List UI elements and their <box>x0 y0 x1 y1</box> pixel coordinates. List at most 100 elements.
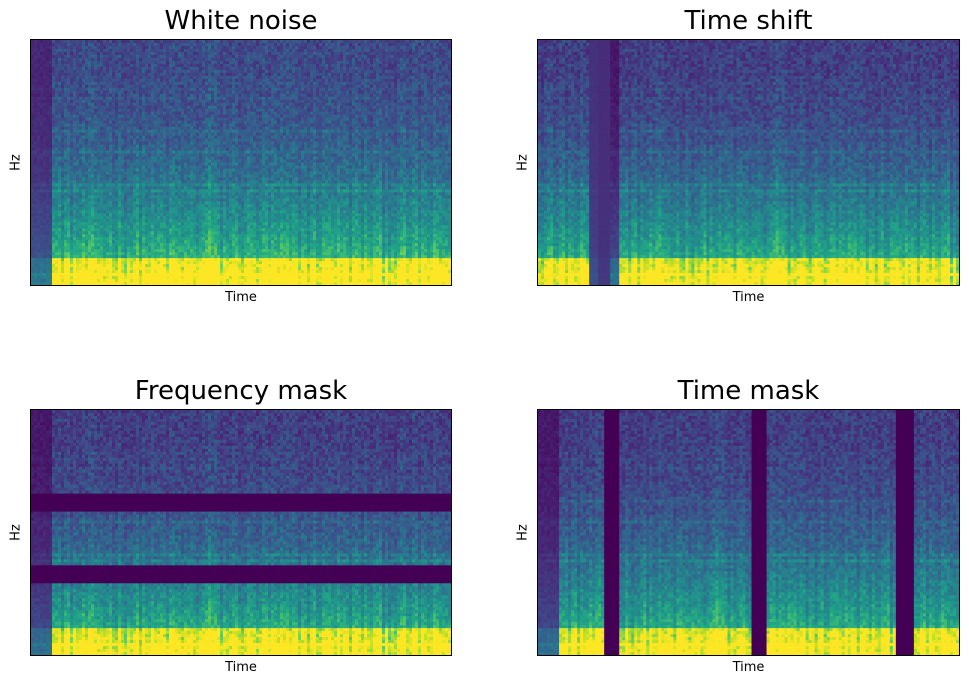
spectrogram-cell <box>289 132 293 137</box>
spectrogram-cell <box>289 141 293 146</box>
spectrogram-cell <box>322 138 326 143</box>
spectrogram-cell <box>243 141 248 146</box>
spectrogram-cell <box>448 75 451 80</box>
spectrogram-cell <box>234 48 239 53</box>
spectrogram-cell <box>87 99 92 104</box>
spectrogram-cell <box>417 90 422 95</box>
spectrogram-cell <box>295 84 299 89</box>
spectrogram-cell <box>100 117 104 122</box>
spectrogram-cell <box>402 72 407 77</box>
spectrogram-cell <box>75 48 80 53</box>
spectrogram-cell <box>205 123 209 128</box>
spectrogram-cell <box>241 63 245 68</box>
spectrogram-cell <box>150 63 155 68</box>
spectrogram-cell <box>304 96 308 101</box>
spectrogram-cell <box>144 90 149 95</box>
spectrogram-cell <box>117 96 122 101</box>
spectrogram-cell <box>180 99 185 104</box>
spectrogram-cell <box>396 51 401 56</box>
spectrogram-cell <box>100 72 104 77</box>
spectrogram-cell <box>312 117 317 122</box>
spectrogram-cell <box>270 102 275 107</box>
spectrogram-cell <box>232 90 236 95</box>
spectrogram-cell <box>381 111 386 116</box>
spectrogram-cell <box>100 90 104 95</box>
spectrogram-cell <box>346 69 350 74</box>
spectrogram-cell <box>163 48 167 53</box>
spectrogram-cell <box>442 129 446 134</box>
spectrogram-cell <box>39 99 44 104</box>
spectrogram-cell <box>154 90 158 95</box>
spectrogram-cell <box>270 123 275 128</box>
spectrogram-cell <box>211 120 215 125</box>
spectrogram-cell <box>196 129 200 134</box>
spectrogram-cell <box>66 81 71 86</box>
spectrogram-cell <box>234 120 239 125</box>
spectrogram-cell <box>310 78 314 83</box>
spectrogram-cell <box>304 114 308 119</box>
spectrogram-cell <box>369 117 374 122</box>
spectrogram-cell <box>148 81 152 86</box>
spectrogram-cell <box>268 132 272 137</box>
spectrogram-cell <box>117 81 122 86</box>
spectrogram-cell <box>112 144 116 149</box>
spectrogram-cell <box>436 66 440 71</box>
spectrogram-cell <box>192 72 197 77</box>
spectrogram-cell <box>163 60 167 65</box>
spectrogram-cell <box>348 93 353 98</box>
spectrogram-cell <box>354 126 359 131</box>
spectrogram-cell <box>100 114 104 119</box>
spectrogram-cell <box>339 66 344 71</box>
spectrogram-cell <box>417 102 422 107</box>
spectrogram-cell <box>249 105 254 110</box>
spectrogram-cell <box>312 93 317 98</box>
spectrogram-cell <box>406 48 410 53</box>
spectrogram-cell <box>205 108 209 113</box>
spectrogram-cell <box>201 42 206 47</box>
spectrogram-cell <box>79 111 83 116</box>
spectrogram-cell <box>316 111 320 116</box>
spectrogram-cell <box>60 63 65 68</box>
spectrogram-cell <box>415 117 419 122</box>
spectrogram-cell <box>220 90 224 95</box>
spectrogram-cell <box>444 69 449 74</box>
spectrogram-cell <box>417 99 422 104</box>
spectrogram-cell <box>121 75 125 80</box>
spectrogram-cell <box>400 102 404 107</box>
spectrogram-cell <box>304 42 308 47</box>
spectrogram-cell <box>220 138 224 143</box>
spectrogram-cell <box>154 42 158 47</box>
spectrogram-cell <box>415 42 419 47</box>
spectrogram-cell <box>438 90 443 95</box>
spectrogram-cell <box>295 117 299 122</box>
spectrogram-cell <box>304 126 308 131</box>
spectrogram-cell <box>45 57 50 62</box>
spectrogram-cell <box>154 84 158 89</box>
spectrogram-cell <box>138 102 143 107</box>
spectrogram-cell <box>238 54 242 59</box>
spectrogram-cell <box>184 51 188 56</box>
spectrogram-cell <box>123 66 128 71</box>
spectrogram-cell <box>427 57 431 62</box>
spectrogram-cell <box>91 135 95 140</box>
spectrogram-cell <box>201 135 206 140</box>
spectrogram-cell <box>409 63 413 68</box>
spectrogram-cell <box>402 54 407 59</box>
spectrogram-cell <box>268 117 272 122</box>
spectrogram-cell <box>381 45 386 50</box>
spectrogram-cell <box>247 120 251 125</box>
spectrogram-cell <box>432 45 437 50</box>
spectrogram-cell <box>165 96 170 101</box>
spectrogram-cell <box>297 81 302 86</box>
spectrogram-cell <box>310 60 314 65</box>
spectrogram-cell <box>331 45 335 50</box>
spectrogram-cell <box>283 123 287 128</box>
spectrogram-cell <box>52 54 56 59</box>
spectrogram-cell <box>415 114 419 119</box>
spectrogram-cell <box>207 87 212 92</box>
spectrogram-cell <box>217 51 221 56</box>
spectrogram-cell <box>337 108 341 113</box>
spectrogram-cell <box>352 48 356 53</box>
spectrogram-cell <box>142 102 146 107</box>
spectrogram-cell <box>306 111 311 116</box>
